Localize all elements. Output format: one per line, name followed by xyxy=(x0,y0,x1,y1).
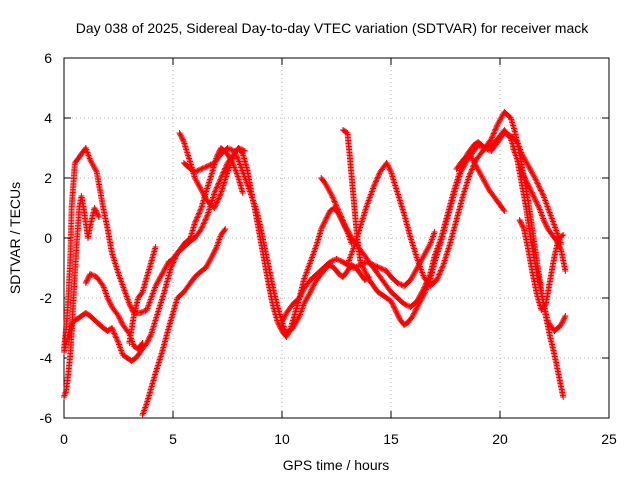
y-tick-label: -6 xyxy=(40,410,53,426)
y-tick-label: 4 xyxy=(44,110,52,126)
series-track-1 xyxy=(61,193,102,400)
data-points xyxy=(61,109,569,418)
x-tick-label: 20 xyxy=(492,431,508,447)
y-tick-label: 2 xyxy=(44,170,52,186)
point-markers xyxy=(516,217,567,313)
point-markers xyxy=(176,130,355,340)
x-axis-title: GPS time / hours xyxy=(283,457,390,473)
y-tick-label: 0 xyxy=(44,230,52,246)
series-track-13 xyxy=(453,151,508,214)
point-markers xyxy=(510,145,569,274)
tick-labels: 0 5 10 15 20 25 -6 -4 -2 0 2 4 6 xyxy=(40,50,617,447)
point-markers xyxy=(180,145,373,337)
x-tick-label: 25 xyxy=(601,431,617,447)
chart-title: Day 038 of 2025, Sidereal Day-to-day VTE… xyxy=(76,20,589,36)
x-tick-label: 0 xyxy=(60,431,68,447)
point-markers xyxy=(344,133,503,289)
x-tick-label: 5 xyxy=(169,431,177,447)
series-track-12 xyxy=(344,133,503,289)
series-track-16 xyxy=(516,217,567,313)
point-markers xyxy=(61,193,102,400)
series-track-8 xyxy=(180,145,373,337)
point-markers xyxy=(453,151,508,214)
series-track-15 xyxy=(510,145,569,274)
y-axis-title: SDTVAR / TECUs xyxy=(7,182,23,294)
series-track-5 xyxy=(139,226,229,418)
x-tick-label: 15 xyxy=(383,431,399,447)
series-track-7 xyxy=(176,130,355,340)
y-tick-label: -4 xyxy=(40,350,53,366)
point-markers xyxy=(61,145,248,364)
point-markers xyxy=(139,226,229,418)
series-track-6 xyxy=(126,244,159,346)
x-tick-label: 10 xyxy=(274,431,290,447)
axis-ticks xyxy=(63,57,610,419)
y-tick-label: -2 xyxy=(40,290,53,306)
y-tick-label: 6 xyxy=(44,50,52,66)
point-markers xyxy=(126,244,159,346)
series-track-3 xyxy=(61,145,248,364)
